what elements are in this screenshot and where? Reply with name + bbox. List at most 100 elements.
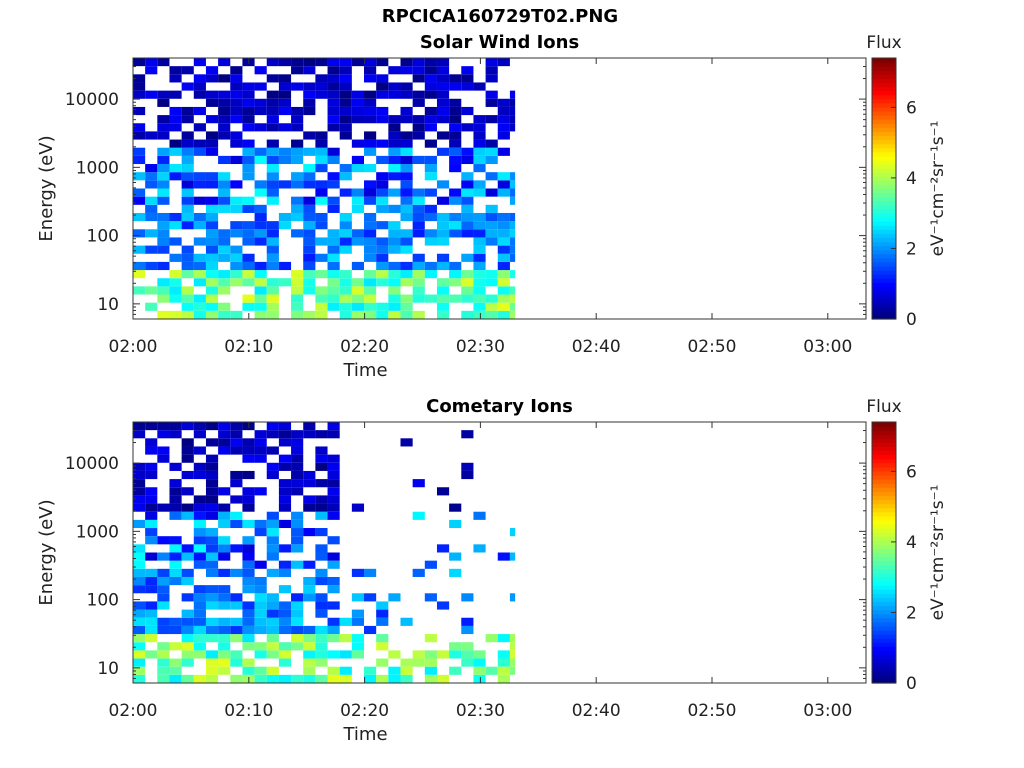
heatmap-cell <box>364 625 377 635</box>
heatmap-cell <box>364 237 377 246</box>
x-tick-label: 02:10 <box>224 337 273 357</box>
colorbar-segment <box>872 434 896 439</box>
heatmap-cell <box>157 294 170 303</box>
colorbar-segment <box>872 180 896 186</box>
heatmap-cell <box>412 123 425 132</box>
heatmap-cell <box>400 180 413 189</box>
heatmap-cell <box>291 544 304 553</box>
heatmap-cell <box>315 634 328 643</box>
heatmap-cell <box>424 261 437 271</box>
heatmap-cell <box>254 593 267 602</box>
heatmap-cell <box>157 172 170 181</box>
heatmap-cell <box>461 106 474 116</box>
heatmap-cell <box>193 634 206 643</box>
heatmap-cell <box>461 82 474 91</box>
heatmap-cell <box>157 617 170 626</box>
heatmap-cell <box>157 658 170 667</box>
heatmap-cell <box>266 147 279 156</box>
heatmap-cell <box>278 98 292 107</box>
heatmap-cell <box>181 253 194 262</box>
colorbar-segment <box>872 422 896 427</box>
heatmap-cell <box>327 560 340 569</box>
heatmap-cell <box>157 536 170 545</box>
heatmap-cell <box>400 617 413 626</box>
heatmap-cell <box>230 625 243 635</box>
heatmap-cell <box>133 544 146 553</box>
heatmap-cell <box>266 164 279 173</box>
colorbar-segment <box>872 200 896 206</box>
heatmap-cell <box>497 650 510 659</box>
heatmap-cell <box>412 74 425 83</box>
heatmap-cell <box>303 164 316 173</box>
heatmap-cell <box>485 188 498 197</box>
heatmap-cell <box>205 658 219 667</box>
colorbar-segment <box>872 609 896 615</box>
heatmap-cell <box>242 196 255 205</box>
heatmap-cell <box>400 82 413 91</box>
heatmap-cell <box>327 98 340 107</box>
heatmap-cell <box>266 245 279 254</box>
heatmap-cell <box>218 642 231 651</box>
heatmap-cell <box>169 552 182 561</box>
heatmap-cell <box>266 286 279 295</box>
heatmap-cell <box>278 58 292 67</box>
heatmap-cell <box>181 147 194 156</box>
colorbar-segment <box>872 155 896 161</box>
heatmap-cell <box>303 147 316 156</box>
heatmap-cell <box>303 470 316 480</box>
heatmap-cell <box>473 270 486 279</box>
heatmap-cell <box>169 74 182 83</box>
heatmap-cell <box>485 221 498 230</box>
heatmap-cell <box>230 495 243 504</box>
heatmap-cell <box>315 90 328 99</box>
heatmap-cell <box>169 310 182 319</box>
heatmap-cell <box>254 585 267 594</box>
heatmap-cell <box>388 221 401 230</box>
heatmap-cell <box>193 90 206 99</box>
heatmap-cell <box>315 188 328 197</box>
colorbar-segment <box>872 629 896 635</box>
heatmap-cell <box>327 106 340 116</box>
heatmap-cell <box>205 180 219 189</box>
heatmap-cell <box>436 261 450 271</box>
heatmap-cell <box>424 666 437 675</box>
heatmap-cell <box>254 609 267 618</box>
heatmap-cell <box>351 229 365 238</box>
heatmap-cell <box>254 229 267 238</box>
heatmap-cell <box>376 155 389 165</box>
heatmap-cell <box>254 642 267 651</box>
heatmap-cell <box>436 196 450 205</box>
heatmap-cell <box>242 229 255 238</box>
y-tick-label: 10 <box>97 659 119 679</box>
heatmap-cell <box>400 188 413 197</box>
heatmap-cell <box>133 658 146 667</box>
colorbar-segment <box>872 290 896 296</box>
heatmap-cell <box>327 115 340 124</box>
heatmap-cell <box>218 74 231 83</box>
x-tick-label: 02:20 <box>340 337 389 357</box>
heatmap-cell <box>449 650 462 659</box>
heatmap-cell <box>193 270 206 279</box>
heatmap-cell <box>218 270 231 279</box>
heatmap-cell <box>497 658 510 667</box>
heatmap-cell <box>364 302 377 311</box>
heatmap-cell <box>157 147 170 156</box>
heatmap-cell <box>436 66 450 75</box>
heatmap-cell <box>145 229 158 238</box>
heatmap-cell <box>230 204 243 213</box>
heatmap-cell <box>291 172 304 181</box>
heatmap-cell <box>424 115 437 124</box>
heatmap-cell <box>303 286 316 295</box>
heatmap-cell <box>242 106 255 116</box>
heatmap-cell <box>315 446 328 455</box>
heatmap-cell <box>364 196 377 205</box>
heatmap-cell <box>133 674 146 683</box>
heatmap-cell <box>291 155 304 165</box>
heatmap-cell <box>509 106 516 116</box>
heatmap-cell <box>266 422 279 431</box>
heatmap-cell <box>412 221 425 230</box>
heatmap-cell <box>339 666 352 675</box>
heatmap-cell <box>436 544 450 553</box>
heatmap-cell <box>205 674 219 683</box>
y-tick-label: 100 <box>87 227 119 247</box>
